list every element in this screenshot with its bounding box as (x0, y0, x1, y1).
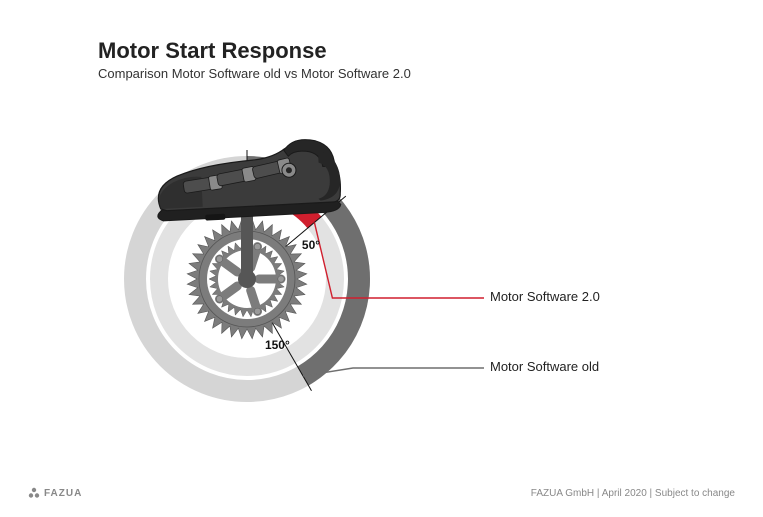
angle-label-150: 150° (265, 338, 290, 352)
footer: FAZUA FAZUA GmbH | April 2020 | Subject … (0, 487, 763, 499)
motor-response-diagram (0, 0, 763, 517)
angle-label-50: 50° (302, 238, 320, 252)
brand-icon (28, 487, 40, 499)
brand-logo: FAZUA (28, 487, 82, 499)
brand-text: FAZUA (44, 488, 82, 499)
leader-label-old: Motor Software old (490, 359, 599, 374)
leader-label-new: Motor Software 2.0 (490, 289, 600, 304)
footer-meta: FAZUA GmbH | April 2020 | Subject to cha… (531, 488, 735, 499)
